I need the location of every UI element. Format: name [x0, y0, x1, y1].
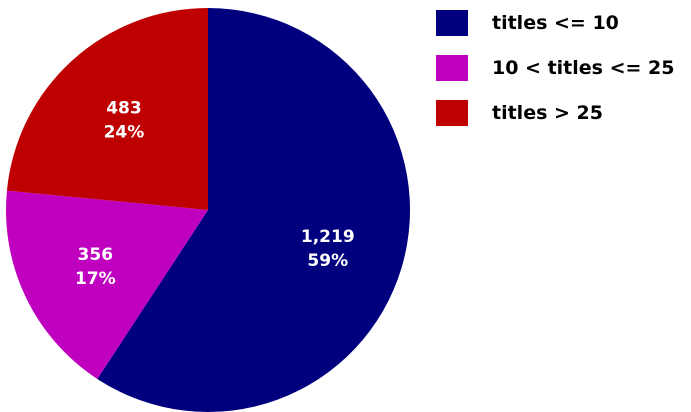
legend: titles <= 10 10 < titles <= 25 titles > … — [436, 10, 675, 145]
legend-item-titles-gt-25: titles > 25 — [436, 100, 675, 126]
legend-swatch-titles-10-to-25 — [436, 55, 468, 81]
pie-slice-titles-10-to-25 — [5, 190, 209, 379]
legend-swatch-titles-gt-25 — [436, 100, 468, 126]
pie-slice-titles-gt-25 — [6, 7, 209, 210]
slice-percent-label-titles-gt-25: 24% — [104, 122, 145, 142]
slice-value-label-titles-gt-25: 483 — [106, 98, 142, 118]
legend-label-titles-gt-25: titles > 25 — [492, 102, 603, 124]
legend-swatch-titles-le-10 — [436, 10, 468, 36]
slice-value-label-titles-10-to-25: 356 — [78, 245, 114, 265]
slice-percent-label-titles-10-to-25: 17% — [75, 269, 116, 289]
slice-value-label-titles-le-10: 1,219 — [301, 227, 355, 247]
pie-slice-titles-le-10 — [97, 8, 410, 412]
legend-item-titles-10-to-25: 10 < titles <= 25 — [436, 55, 675, 81]
slice-percent-label-titles-le-10: 59% — [307, 251, 348, 271]
legend-label-titles-10-to-25: 10 < titles <= 25 — [492, 57, 675, 79]
legend-label-titles-le-10: titles <= 10 — [492, 12, 619, 34]
legend-item-titles-le-10: titles <= 10 — [436, 10, 675, 36]
